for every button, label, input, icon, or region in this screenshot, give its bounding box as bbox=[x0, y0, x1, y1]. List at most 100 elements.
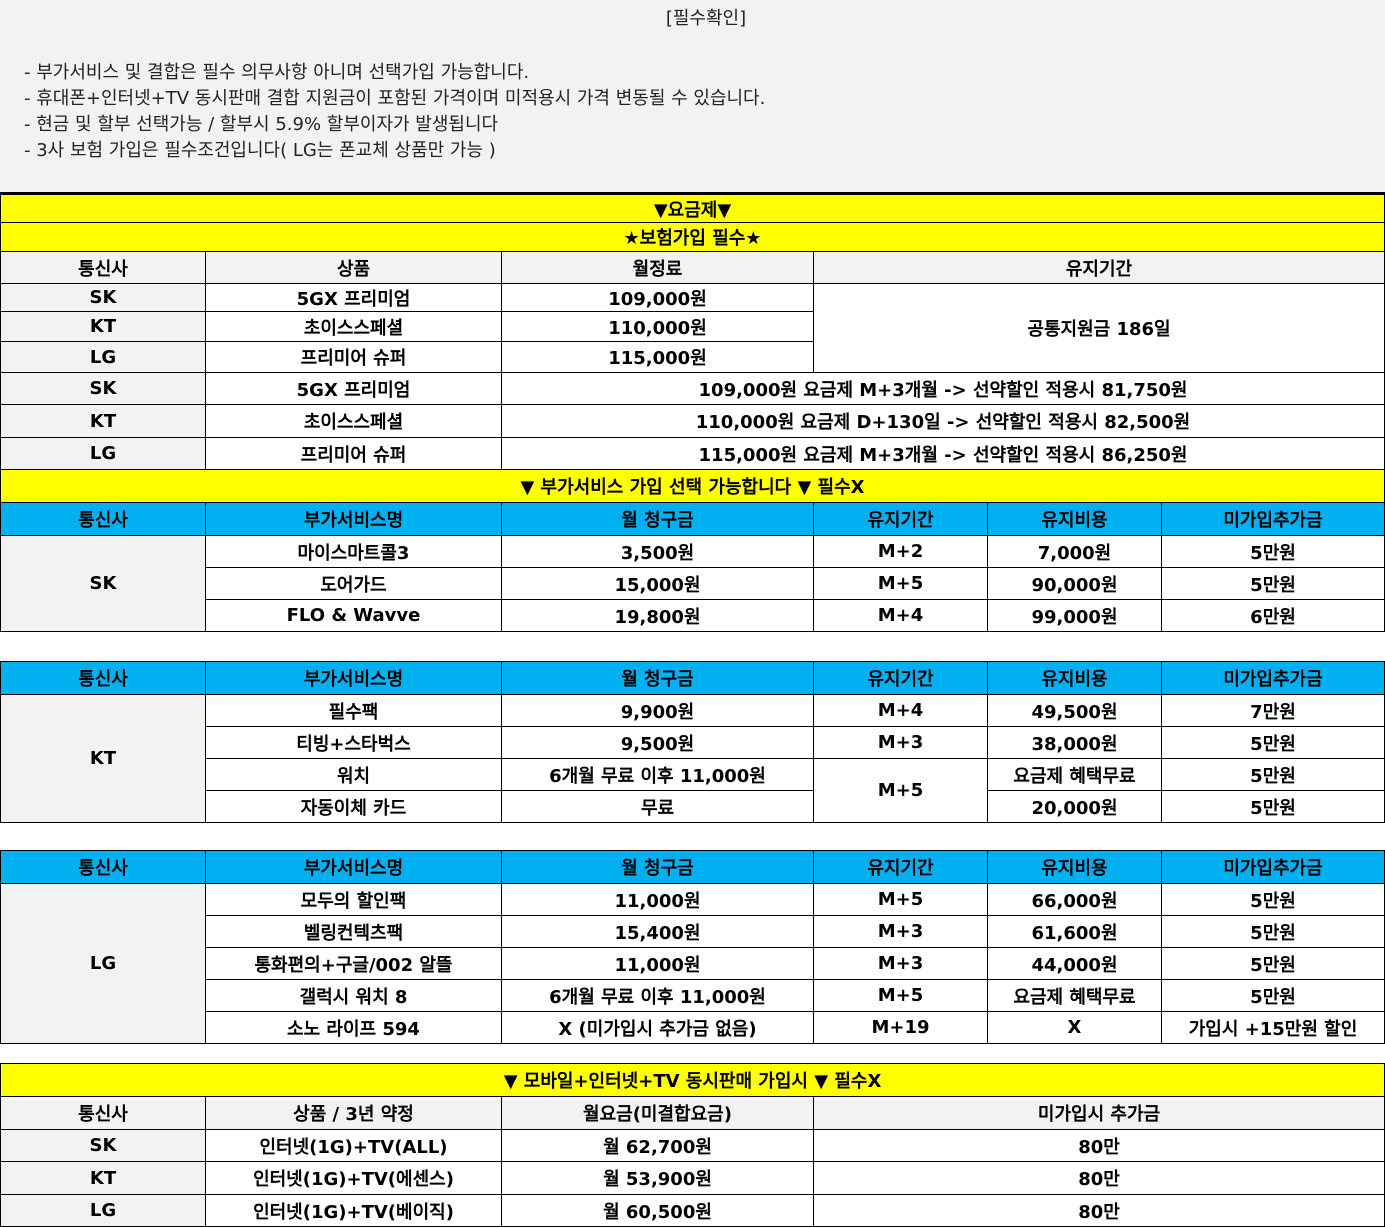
keep-cost-cell: 66,000원 bbox=[987, 883, 1162, 916]
addons-table-kt: 통신사 부가서비스명 월 청구금 유지기간 유지비용 미가입추가금 KT 필수팩 9,900원 M… bbox=[0, 661, 1385, 823]
period-cell: M+4 bbox=[813, 694, 988, 727]
keep-cost-cell: 20,000원 bbox=[987, 790, 1162, 823]
carrier-cell: SK bbox=[0, 535, 206, 632]
period-cell: M+5 bbox=[813, 979, 988, 1012]
service-name-cell: 워치 bbox=[205, 758, 502, 791]
product-cell: 프리미어 슈퍼 bbox=[205, 437, 502, 470]
monthly-fee-cell: 무료 bbox=[501, 790, 814, 823]
bundle-table: ▼ 모바일+인터넷+TV 동시판매 가입시 ▼ 필수X 통신사 상품 / 3년 약… bbox=[0, 1063, 1385, 1227]
header-cell: 통신사 bbox=[0, 251, 206, 284]
addons-banner: ▼ 부가서비스 가입 선택 가능합니다 ▼ 필수X bbox=[0, 469, 1385, 503]
keep-cost-cell: 요금제 혜택무료 bbox=[987, 979, 1162, 1012]
product-cell: 인터넷(1G)+TV(에센스) bbox=[205, 1161, 502, 1195]
header-cell: 부가서비스명 bbox=[205, 661, 502, 695]
header-cell: 상품 / 3년 약정 bbox=[205, 1096, 502, 1130]
monthly-fee-cell: 9,500원 bbox=[501, 726, 814, 759]
penalty-cell: 5만원 bbox=[1161, 758, 1385, 791]
notice-line: - 부가서비스 및 결합은 필수 의무사항 아니며 선택가입 가능합니다. bbox=[24, 62, 530, 83]
keep-cost-cell: 38,000원 bbox=[987, 726, 1162, 759]
header-cell: 유지기간 bbox=[813, 661, 988, 695]
keep-cost-cell: 99,000원 bbox=[987, 599, 1162, 632]
addons-table-sk: 통신사 부가서비스명 월 청구금 유지기간 유지비용 미가입추가금 SK 마이스마트콜3 3,5… bbox=[0, 502, 1385, 632]
keep-cost-cell: X bbox=[987, 1011, 1162, 1044]
monthly-fee-cell: 3,500원 bbox=[501, 535, 814, 568]
keep-cost-cell: 44,000원 bbox=[987, 947, 1162, 980]
penalty-cell: 5만원 bbox=[1161, 790, 1385, 823]
monthly-fee-cell: 9,900원 bbox=[501, 694, 814, 727]
period-cell: M+5 bbox=[813, 758, 988, 823]
penalty-cell: 가입시 +15만원 할인 bbox=[1161, 1011, 1385, 1044]
penalty-cell: 5만원 bbox=[1161, 567, 1385, 600]
penalty-cell: 5만원 bbox=[1161, 915, 1385, 948]
penalty-cell: 5만원 bbox=[1161, 535, 1385, 568]
penalty-cell: 80만 bbox=[812, 1129, 1385, 1162]
header-cell: 유지비용 bbox=[987, 502, 1162, 536]
monthly-fee-cell: 11,000원 bbox=[501, 947, 814, 980]
monthly-fee-cell: 19,800원 bbox=[501, 599, 814, 632]
period-cell: M+3 bbox=[813, 726, 988, 759]
product-cell: 5GX 프리미엄 bbox=[205, 283, 502, 312]
fee-cell: 115,000원 bbox=[501, 341, 814, 373]
header-cell: 유지기간 bbox=[813, 850, 988, 884]
carrier-cell: KT bbox=[0, 694, 206, 823]
penalty-cell: 6만원 bbox=[1161, 599, 1385, 632]
header-cell: 부가서비스명 bbox=[205, 502, 502, 536]
header-cell: 유지비용 bbox=[987, 661, 1162, 695]
header-cell: 월 청구금 bbox=[501, 661, 814, 695]
header-cell: 통신사 bbox=[0, 1096, 206, 1130]
insurance-banner: ★보험가입 필수★ bbox=[0, 222, 1385, 252]
monthly-fee-cell: X (미가입시 추가금 없음) bbox=[501, 1011, 814, 1044]
service-name-cell: 티빙+스타벅스 bbox=[205, 726, 502, 759]
header-cell: 유지비용 bbox=[987, 850, 1162, 884]
period-cell: M+5 bbox=[813, 883, 988, 916]
fee-cell: 109,000원 bbox=[501, 283, 814, 312]
carrier-cell: SK bbox=[0, 1129, 206, 1162]
monthly-fee-cell: 6개월 무료 이후 11,000원 bbox=[501, 758, 814, 791]
discount-note: 115,000원 요금제 M+3개월 -> 선약할인 적용시 86,250원 bbox=[501, 437, 1385, 470]
monthly-fee-cell: 15,400원 bbox=[501, 915, 814, 948]
service-name-cell: 소노 라이프 594 bbox=[205, 1011, 502, 1044]
carrier-cell: KT bbox=[0, 1161, 206, 1195]
period-cell: M+5 bbox=[813, 567, 988, 600]
fee-cell: 월 60,500원 bbox=[501, 1194, 814, 1227]
service-name-cell: 마이스마트콜3 bbox=[205, 535, 502, 568]
product-cell: 인터넷(1G)+TV(베이직) bbox=[205, 1194, 502, 1227]
plans-table: ▼요금제▼ ★보험가입 필수★ 통신사 상품 월정료 유지기간 SK 5GX 프리미엄 1… bbox=[0, 194, 1385, 503]
carrier-cell: SK bbox=[0, 283, 206, 312]
notice-line: - 휴대폰+인터넷+TV 동시판매 결합 지원금이 포함된 가격이며 미적용시 … bbox=[24, 88, 766, 109]
keep-cost-cell: 90,000원 bbox=[987, 567, 1162, 600]
keep-cost-cell: 요금제 혜택무료 bbox=[987, 758, 1162, 791]
header-cell: 미가입추가금 bbox=[1161, 502, 1385, 536]
monthly-fee-cell: 15,000원 bbox=[501, 567, 814, 600]
service-name-cell: 자동이체 카드 bbox=[205, 790, 502, 823]
header-cell: 미가입시 추가금 bbox=[812, 1096, 1385, 1130]
header-cell: 월정료 bbox=[501, 251, 814, 284]
fee-cell: 월 62,700원 bbox=[501, 1129, 814, 1162]
penalty-cell: 5만원 bbox=[1161, 883, 1385, 916]
service-name-cell: 모두의 할인팩 bbox=[205, 883, 502, 916]
carrier-cell: KT bbox=[0, 311, 206, 342]
penalty-cell: 5만원 bbox=[1161, 979, 1385, 1012]
product-cell: 초이스스페셜 bbox=[205, 404, 502, 438]
keep-cost-cell: 7,000원 bbox=[987, 535, 1162, 568]
keep-cost-cell: 61,600원 bbox=[987, 915, 1162, 948]
carrier-cell: LG bbox=[0, 437, 206, 470]
header-cell: 월 청구금 bbox=[501, 502, 814, 536]
header-cell: 부가서비스명 bbox=[205, 850, 502, 884]
penalty-cell: 7만원 bbox=[1161, 694, 1385, 727]
header-cell: 월요금(미결합요금) bbox=[501, 1096, 814, 1130]
service-name-cell: 필수팩 bbox=[205, 694, 502, 727]
period-cell: M+4 bbox=[813, 599, 988, 632]
keep-cost-cell: 49,500원 bbox=[987, 694, 1162, 727]
service-name-cell: FLO & Wavve bbox=[205, 599, 502, 632]
period-cell: M+19 bbox=[813, 1011, 988, 1044]
monthly-fee-cell: 11,000원 bbox=[501, 883, 814, 916]
penalty-cell: 80만 bbox=[812, 1161, 1385, 1195]
header-cell: 통신사 bbox=[0, 502, 206, 536]
penalty-cell: 5만원 bbox=[1161, 726, 1385, 759]
period-cell: M+2 bbox=[813, 535, 988, 568]
common-support-cell: 공통지원금 186일 bbox=[813, 283, 1385, 373]
header-cell: 유지기간 bbox=[813, 502, 988, 536]
product-cell: 초이스스페셜 bbox=[205, 311, 502, 342]
service-name-cell: 도어가드 bbox=[205, 567, 502, 600]
